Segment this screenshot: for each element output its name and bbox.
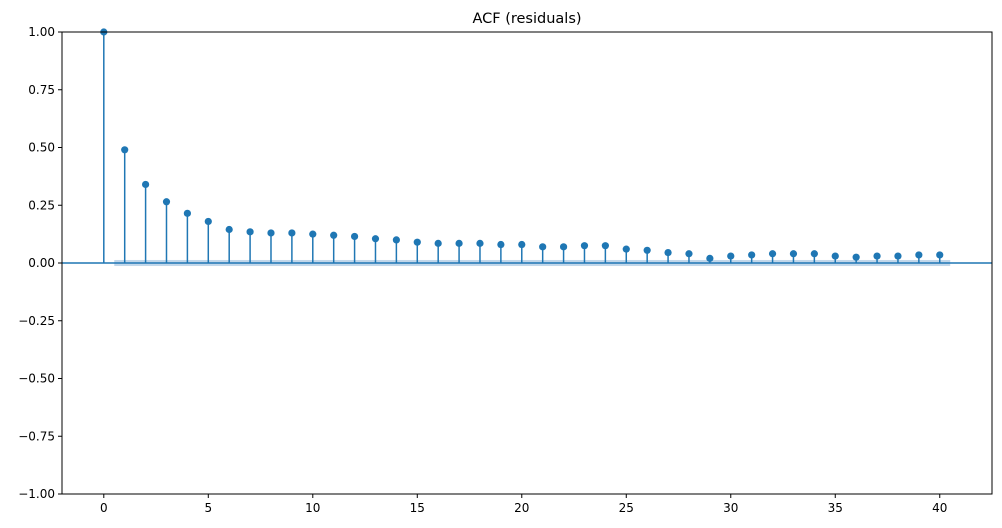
marker-lag-14 xyxy=(392,236,400,244)
y-tick-label-5: −0.25 xyxy=(18,314,55,328)
marker-lag-23 xyxy=(580,242,589,250)
marker-lag-9 xyxy=(288,229,296,237)
marker-lag-8 xyxy=(267,229,275,237)
marker-lag-36 xyxy=(852,253,860,261)
marker-lag-15 xyxy=(413,238,421,246)
marker-lag-34 xyxy=(810,250,818,258)
marker-lag-4 xyxy=(183,209,191,217)
y-tick-label-7: −0.75 xyxy=(18,429,55,443)
marker-lag-26 xyxy=(643,246,651,254)
chart-title: ACF (residuals) xyxy=(472,11,581,27)
marker-lag-40 xyxy=(936,251,944,259)
marker-lag-12 xyxy=(350,232,359,241)
x-tick-label-15: 15 xyxy=(410,501,425,515)
marker-lag-39 xyxy=(915,251,923,259)
marker-lag-10 xyxy=(309,230,317,238)
marker-lag-17 xyxy=(455,239,463,247)
y-tick-label-6: −0.50 xyxy=(18,372,55,386)
marker-lag-38 xyxy=(894,252,902,260)
x-tick-label-20: 20 xyxy=(514,501,529,515)
axes: 0 5 10 15 20 25 30 35 40 1.00 0.75 0.50 0.25 0.00 −0.2… xyxy=(18,25,993,515)
y-tick-label-4: 0.00 xyxy=(28,256,55,270)
marker-lag-3 xyxy=(162,198,171,206)
x-tick-label-40: 40 xyxy=(932,501,947,515)
y-tick-label-8: −1.00 xyxy=(18,487,55,501)
x-tick-label-35: 35 xyxy=(828,501,843,515)
marker-lag-19 xyxy=(497,240,505,249)
y-tick-label-2: 0.50 xyxy=(28,141,55,155)
marker-lag-6 xyxy=(225,225,233,234)
marker-lag-31 xyxy=(748,251,756,259)
marker-lag-33 xyxy=(789,250,798,258)
marker-lag-18 xyxy=(476,239,484,247)
marker-lag-24 xyxy=(601,242,609,250)
marker-lag-32 xyxy=(768,250,777,258)
marker-lag-16 xyxy=(434,239,442,247)
marker-lag-30 xyxy=(727,252,735,260)
marker-lag-11 xyxy=(330,231,338,239)
marker-lag-2 xyxy=(141,180,150,189)
y-tick-label-1: 0.75 xyxy=(28,83,55,97)
marker-lag-27 xyxy=(664,249,672,257)
marker-lag-5 xyxy=(204,217,212,226)
x-tick-label-10: 10 xyxy=(305,501,320,515)
marker-lag-7 xyxy=(246,228,254,236)
marker-lag-21 xyxy=(539,243,547,251)
x-tick-label-0: 0 xyxy=(100,501,108,515)
plot-area xyxy=(62,28,992,267)
marker-lag-22 xyxy=(559,243,568,251)
marker-lag-28 xyxy=(685,250,693,258)
marker-lag-13 xyxy=(371,235,380,243)
marker-lag-1 xyxy=(121,146,129,154)
marker-lag-35 xyxy=(831,252,839,260)
x-tick-label-30: 30 xyxy=(723,501,738,515)
y-tick-label-0: 1.00 xyxy=(28,25,55,39)
marker-lag-20 xyxy=(518,240,526,249)
marker-lag-29 xyxy=(706,254,714,262)
marker-lag-37 xyxy=(873,252,881,260)
marker-lag-25 xyxy=(622,245,630,253)
x-tick-label-5: 5 xyxy=(204,501,212,515)
y-tick-label-3: 0.25 xyxy=(28,198,55,212)
x-tick-label-25: 25 xyxy=(619,501,634,515)
